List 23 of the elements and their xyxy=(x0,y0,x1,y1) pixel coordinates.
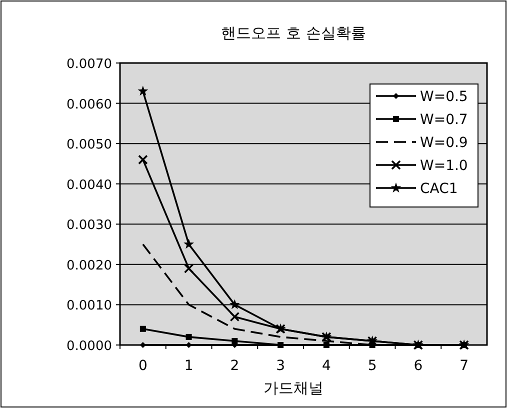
x-tick-label: 2 xyxy=(230,358,240,374)
y-tick-label: 0.0070 xyxy=(66,57,112,72)
y-tick-label: 0.0060 xyxy=(66,97,112,112)
legend-label: W=1.0 xyxy=(420,158,468,174)
x-axis-title: 가드채널 xyxy=(264,379,324,397)
y-tick-label: 0.0040 xyxy=(66,178,112,193)
chart-title: 핸드오프 호 손실확률 xyxy=(221,24,366,42)
x-tick-label: 5 xyxy=(368,358,377,374)
x-tick-label: 3 xyxy=(276,358,286,374)
x-tick-label: 6 xyxy=(414,358,423,374)
x-tick-label: 0 xyxy=(138,358,148,374)
legend-label: W=0.9 xyxy=(420,135,468,151)
y-tick-label: 0.0010 xyxy=(66,298,112,314)
y-tick-label: 0.0020 xyxy=(66,258,112,274)
x-tick-label: 1 xyxy=(184,358,194,374)
x-tick-label: 7 xyxy=(460,358,469,374)
legend-label: W=0.5 xyxy=(420,89,468,105)
legend-label: CAC1 xyxy=(420,181,458,197)
y-tick-label: 0.0050 xyxy=(66,138,112,153)
legend-label: W=0.7 xyxy=(420,112,468,128)
y-tick-label: 0.0000 xyxy=(66,339,112,354)
y-tick-label: 0.0030 xyxy=(66,218,112,234)
x-tick-label: 4 xyxy=(322,358,331,374)
